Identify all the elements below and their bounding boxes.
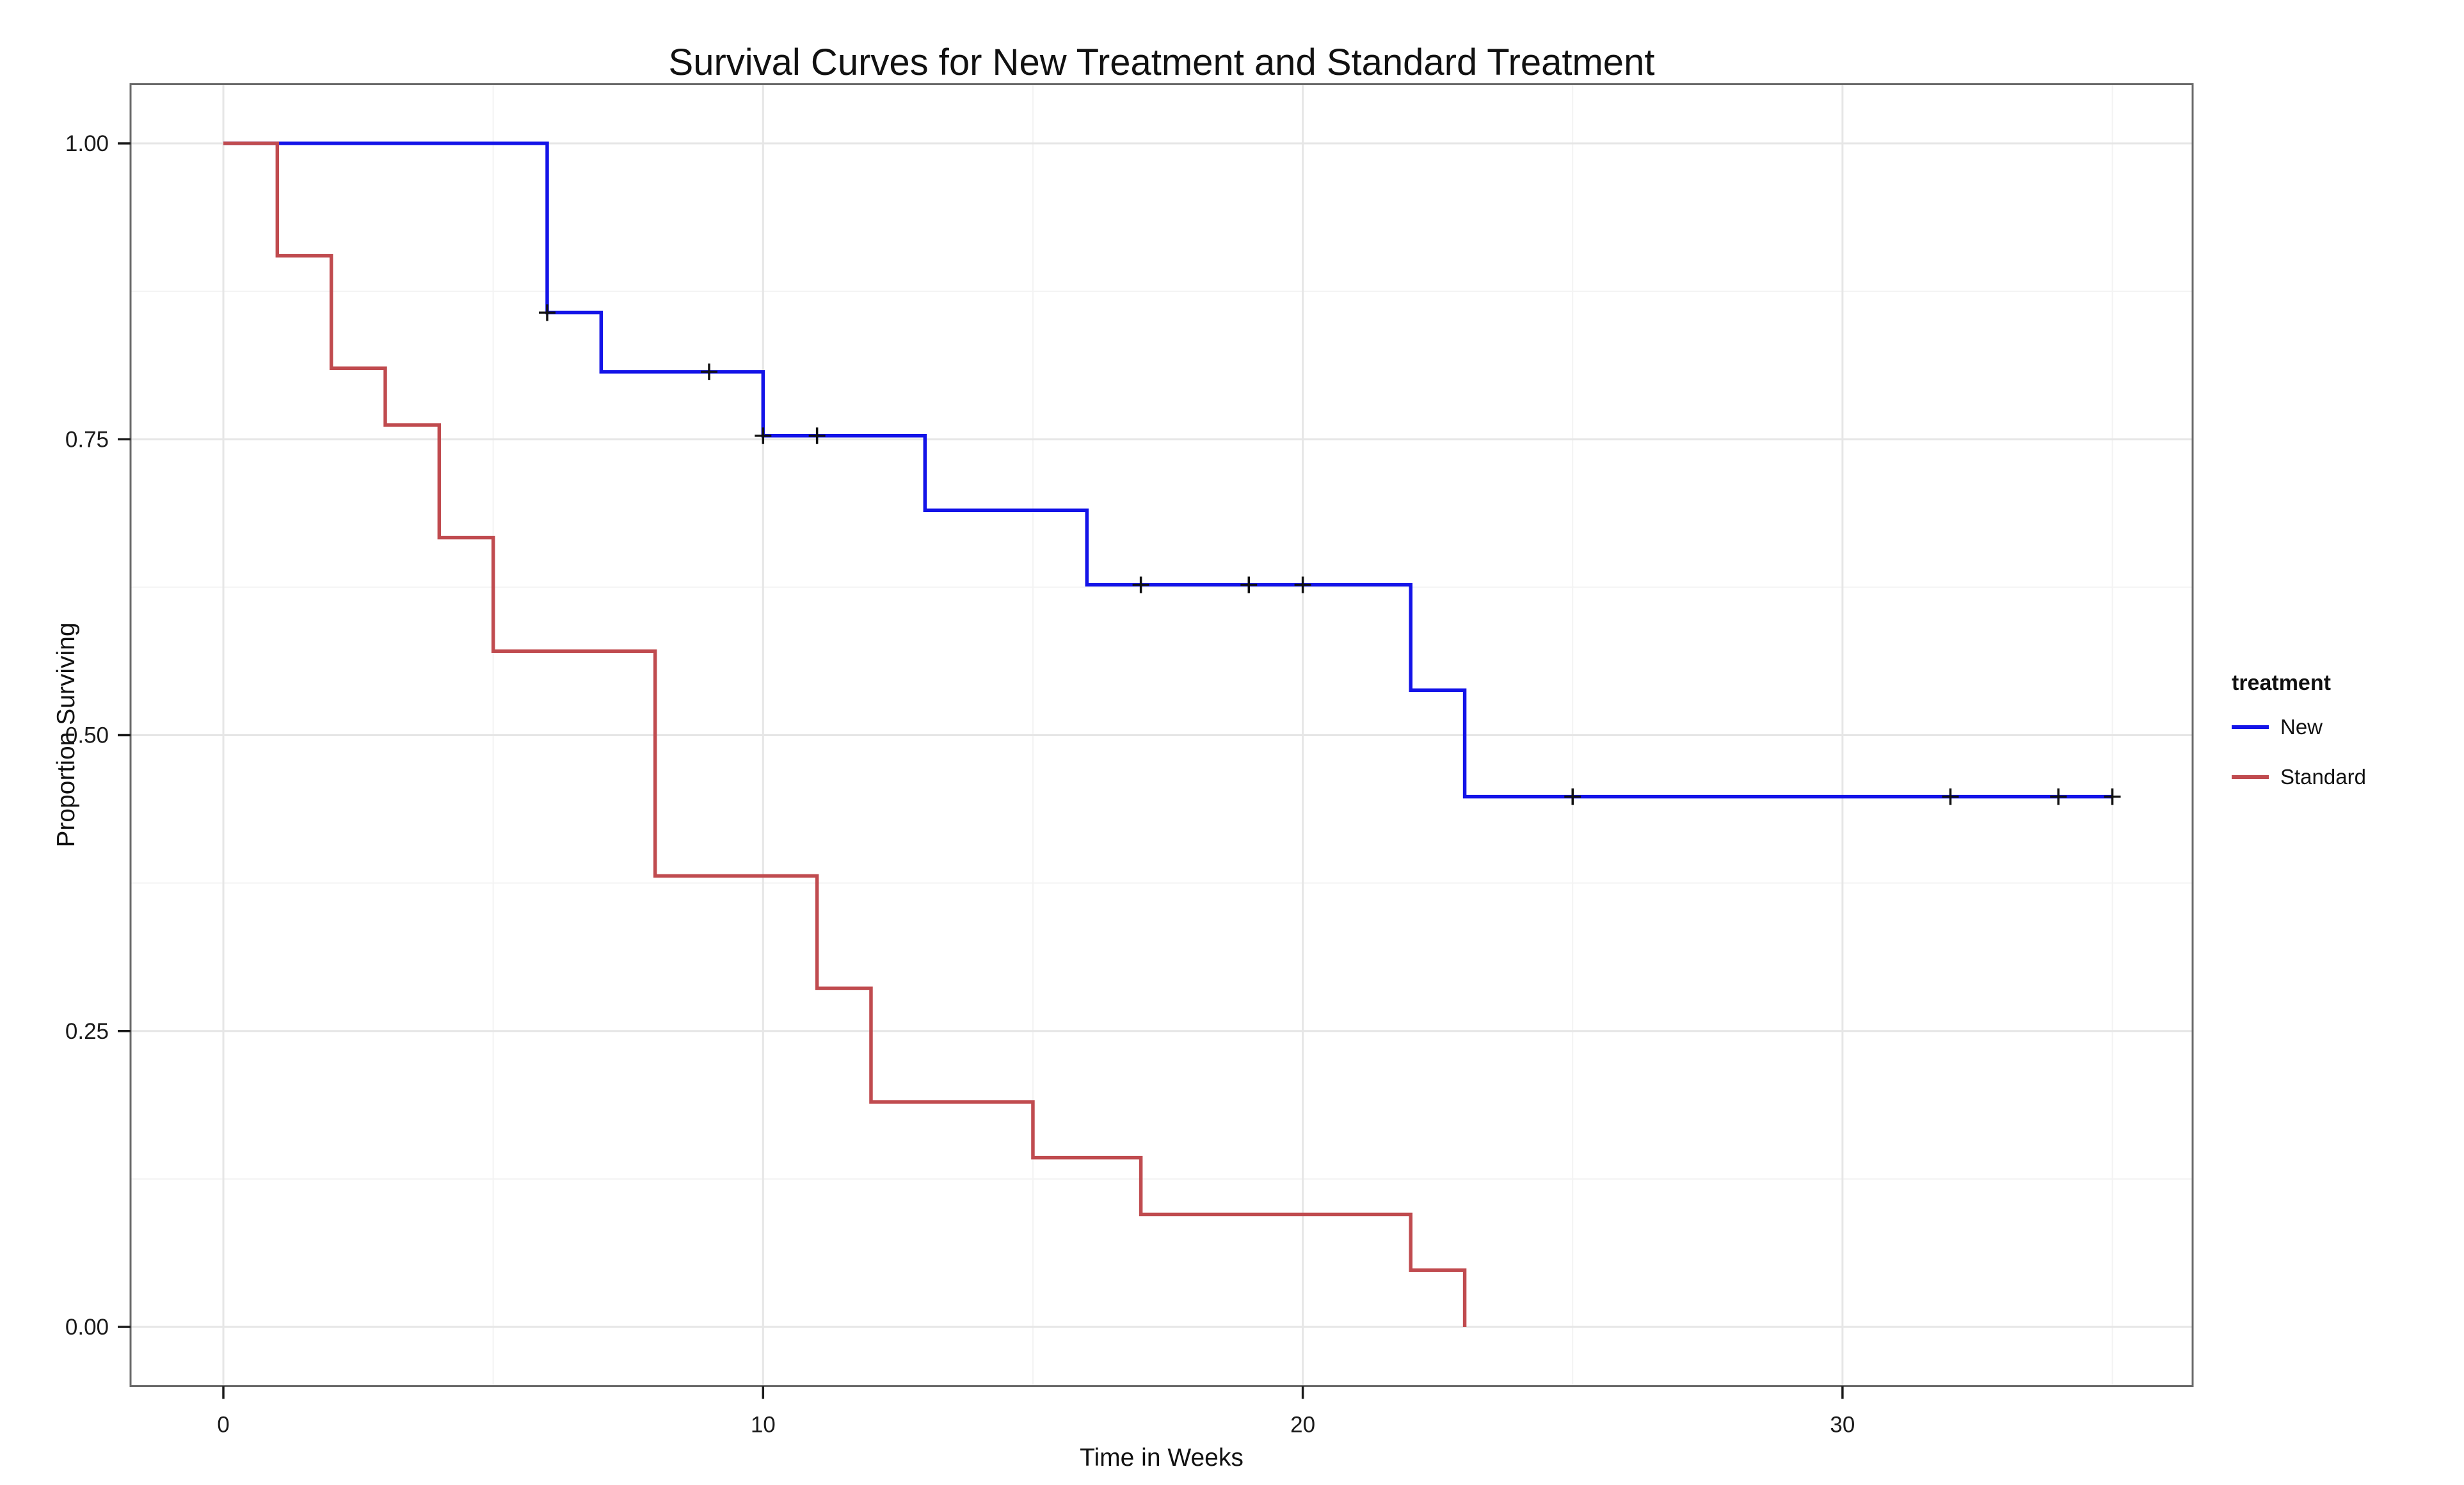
- y-tick-label: 0.00: [65, 1315, 109, 1340]
- chart-title: Survival Curves for New Treatment and St…: [668, 42, 1655, 83]
- x-tick-label: 0: [217, 1413, 229, 1438]
- x-tick-label: 10: [751, 1413, 776, 1438]
- x-axis-title: Time in Weeks: [1080, 1444, 1244, 1472]
- x-tick-label: 30: [1830, 1413, 1855, 1438]
- legend-swatch-standard: [2232, 775, 2269, 779]
- legend-entry-new: New: [2232, 715, 2366, 739]
- survival-curve-standard: [223, 141, 1467, 1327]
- y-tick-label: 1.00: [65, 131, 109, 156]
- y-axis-title: Proportion Surviving: [52, 622, 80, 847]
- legend-swatch-new: [2232, 725, 2269, 729]
- legend-label-standard: Standard: [2280, 765, 2366, 789]
- y-tick-label: 0.25: [65, 1019, 109, 1044]
- legend-title: treatment: [2232, 671, 2331, 695]
- y-tick-label: 0.75: [65, 427, 109, 452]
- legend-entry-standard: Standard: [2232, 765, 2366, 789]
- y-tick-label: 0.50: [65, 723, 109, 748]
- x-tick-label: 20: [1290, 1413, 1315, 1438]
- survival-curve-new: [223, 141, 2113, 799]
- legend-label-new: New: [2280, 715, 2323, 739]
- legend: treatment New Standard: [2232, 671, 2366, 815]
